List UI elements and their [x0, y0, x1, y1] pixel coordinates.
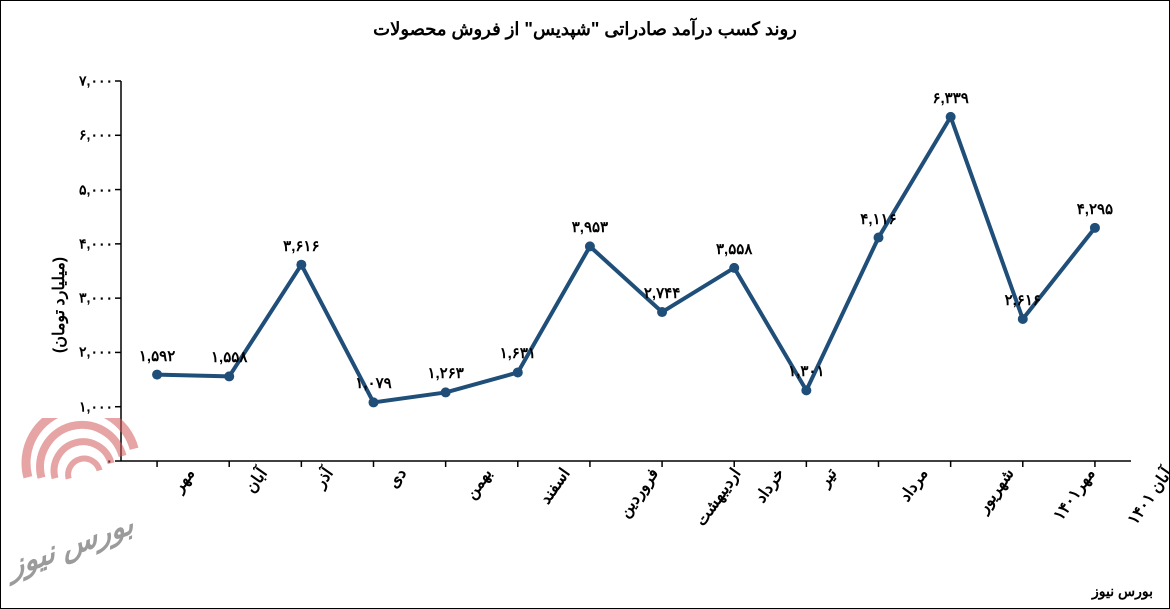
ytick-label: ۱,۰۰۰ — [79, 398, 113, 415]
y-axis-label: (میلیارد تومان) — [49, 256, 69, 352]
xtick-label: اردیبهشت — [686, 461, 745, 530]
xtick-label: آذر — [306, 461, 338, 492]
data-label: ۱,۰۷۹ — [355, 374, 391, 392]
xtick-label: خرداد — [746, 461, 789, 507]
watermark-text: بورس نیوز — [7, 506, 136, 586]
data-label: ۱,۵۵۸ — [211, 348, 247, 366]
chart-container: روند کسب درآمد صادراتی "شپدیس" از فروش م… — [0, 0, 1170, 609]
data-label: ۱,۵۹۲ — [139, 347, 175, 365]
data-label: ۲,۷۴۴ — [644, 284, 680, 302]
data-label: ۳,۹۵۳ — [572, 218, 608, 236]
xtick-label: آبان ۱۴۰۱ — [1118, 461, 1170, 529]
data-label: ۱,۳۰۱ — [788, 362, 824, 380]
ytick-label: ۲,۰۰۰ — [79, 344, 113, 361]
ytick-label: ۳,۰۰۰ — [79, 290, 113, 307]
xtick-label: دی — [378, 461, 411, 492]
data-label: ۶,۳۳۹ — [932, 89, 968, 107]
xtick-label: آبان — [236, 461, 272, 497]
data-label: ۳,۶۱۶ — [283, 237, 319, 255]
data-label: ۱,۲۶۳ — [427, 364, 463, 382]
plot-svg — [121, 81, 1131, 461]
xtick-label: اسفند — [530, 461, 574, 508]
source-label: بورس نیوز — [1092, 583, 1153, 600]
chart-title: روند کسب درآمد صادراتی "شپدیس" از فروش م… — [1, 19, 1169, 40]
ytick-label: ۶,۰۰۰ — [79, 127, 113, 144]
xtick-label: بهمن — [456, 461, 496, 503]
data-label: ۱,۶۳۱ — [500, 344, 536, 362]
data-label: ۴,۱۱۶ — [860, 210, 896, 228]
data-label: ۴,۲۹۵ — [1077, 200, 1113, 218]
data-label: ۲,۶۱۶ — [1005, 291, 1041, 309]
data-label: ۳,۵۵۸ — [716, 240, 752, 258]
plot-area: ۰۱,۰۰۰۲,۰۰۰۳,۰۰۰۴,۰۰۰۵,۰۰۰۶,۰۰۰۷,۰۰۰مهرآ… — [121, 81, 1131, 461]
ytick-label: ۰ — [105, 453, 113, 470]
ytick-label: ۷,۰۰۰ — [79, 73, 113, 90]
xtick-label: فروردین — [610, 461, 663, 522]
xtick-label: شهریور — [968, 461, 1018, 517]
ytick-label: ۴,۰۰۰ — [79, 235, 113, 252]
ytick-label: ۵,۰۰۰ — [79, 181, 113, 198]
xtick-label: تیر — [810, 461, 842, 491]
xtick-label: مهر۱۴۰۱ — [1044, 461, 1099, 524]
xtick-label: مهر — [164, 461, 200, 496]
xtick-label: مرداد — [890, 461, 932, 505]
